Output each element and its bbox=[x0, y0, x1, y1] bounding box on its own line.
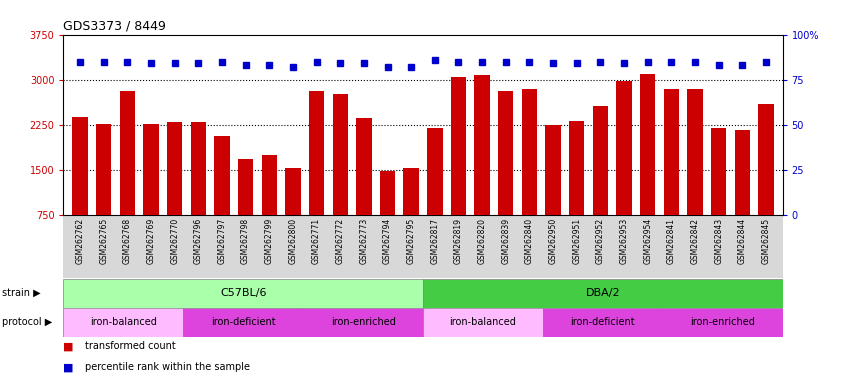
Bar bbox=[309, 91, 324, 260]
Text: protocol ▶: protocol ▶ bbox=[2, 317, 52, 328]
Text: iron-enriched: iron-enriched bbox=[690, 317, 755, 328]
Text: GSM262795: GSM262795 bbox=[407, 218, 415, 265]
Bar bbox=[167, 122, 183, 260]
Bar bbox=[63, 279, 423, 308]
Bar bbox=[184, 308, 303, 337]
Text: GSM262762: GSM262762 bbox=[75, 218, 85, 264]
Text: GSM262794: GSM262794 bbox=[383, 218, 392, 265]
Text: iron-deficient: iron-deficient bbox=[211, 317, 276, 328]
Text: DBA/2: DBA/2 bbox=[585, 288, 620, 298]
Text: GSM262842: GSM262842 bbox=[690, 218, 700, 264]
Bar bbox=[303, 308, 423, 337]
Text: percentile rank within the sample: percentile rank within the sample bbox=[85, 362, 250, 372]
Text: GDS3373 / 8449: GDS3373 / 8449 bbox=[63, 19, 167, 32]
Text: GSM262844: GSM262844 bbox=[738, 218, 747, 264]
Text: GSM262950: GSM262950 bbox=[548, 218, 558, 265]
Bar bbox=[261, 156, 277, 260]
Bar bbox=[423, 308, 543, 337]
Bar bbox=[522, 89, 537, 260]
Text: GSM262769: GSM262769 bbox=[146, 218, 156, 265]
Text: transformed count: transformed count bbox=[85, 341, 175, 351]
Text: GSM262773: GSM262773 bbox=[360, 218, 368, 265]
Bar bbox=[143, 124, 159, 260]
Text: GSM262954: GSM262954 bbox=[643, 218, 652, 265]
Bar bbox=[662, 308, 783, 337]
Bar bbox=[427, 128, 442, 260]
Text: GSM262770: GSM262770 bbox=[170, 218, 179, 265]
Bar bbox=[640, 74, 656, 260]
Text: GSM262800: GSM262800 bbox=[288, 218, 298, 264]
Text: GSM262952: GSM262952 bbox=[596, 218, 605, 264]
Text: ■: ■ bbox=[63, 362, 74, 372]
Text: GSM262768: GSM262768 bbox=[123, 218, 132, 264]
Bar bbox=[734, 130, 750, 260]
Bar bbox=[758, 104, 774, 260]
Text: GSM262951: GSM262951 bbox=[572, 218, 581, 264]
Text: GSM262819: GSM262819 bbox=[454, 218, 463, 264]
Text: GSM262820: GSM262820 bbox=[478, 218, 486, 264]
Text: GSM262953: GSM262953 bbox=[619, 218, 629, 265]
Bar bbox=[380, 170, 395, 260]
Text: GSM262798: GSM262798 bbox=[241, 218, 250, 264]
Text: ■: ■ bbox=[63, 341, 74, 351]
Text: GSM262799: GSM262799 bbox=[265, 218, 274, 265]
Bar bbox=[498, 91, 514, 260]
Bar bbox=[356, 118, 371, 260]
Bar bbox=[285, 167, 300, 260]
Text: iron-enriched: iron-enriched bbox=[331, 317, 396, 328]
Bar bbox=[63, 308, 184, 337]
Text: iron-balanced: iron-balanced bbox=[90, 317, 157, 328]
Bar bbox=[332, 94, 348, 260]
Bar bbox=[593, 106, 608, 260]
Text: strain ▶: strain ▶ bbox=[2, 288, 41, 298]
Text: GSM262843: GSM262843 bbox=[714, 218, 723, 264]
Bar bbox=[617, 81, 632, 260]
Bar bbox=[404, 168, 419, 260]
Text: iron-deficient: iron-deficient bbox=[570, 317, 635, 328]
Bar bbox=[72, 117, 88, 260]
Bar bbox=[423, 279, 783, 308]
Bar bbox=[475, 76, 490, 260]
Text: GSM262817: GSM262817 bbox=[431, 218, 439, 264]
Bar bbox=[711, 128, 727, 260]
Bar bbox=[546, 125, 561, 260]
Bar bbox=[238, 159, 253, 260]
Text: GSM262771: GSM262771 bbox=[312, 218, 321, 264]
Text: GSM262839: GSM262839 bbox=[502, 218, 510, 264]
Text: iron-balanced: iron-balanced bbox=[449, 317, 516, 328]
Bar bbox=[569, 121, 585, 260]
Bar bbox=[451, 77, 466, 260]
Text: GSM262841: GSM262841 bbox=[667, 218, 676, 264]
Text: GSM262772: GSM262772 bbox=[336, 218, 344, 264]
Text: GSM262796: GSM262796 bbox=[194, 218, 203, 265]
Text: GSM262840: GSM262840 bbox=[525, 218, 534, 264]
Text: C57BL/6: C57BL/6 bbox=[220, 288, 266, 298]
Text: GSM262797: GSM262797 bbox=[217, 218, 227, 265]
Text: GSM262845: GSM262845 bbox=[761, 218, 771, 264]
Bar bbox=[96, 124, 112, 260]
Bar bbox=[687, 89, 703, 260]
Bar bbox=[190, 122, 206, 260]
Text: GSM262765: GSM262765 bbox=[99, 218, 108, 265]
Bar bbox=[214, 136, 229, 260]
Bar bbox=[543, 308, 662, 337]
Bar bbox=[663, 89, 679, 260]
Bar bbox=[119, 91, 135, 260]
